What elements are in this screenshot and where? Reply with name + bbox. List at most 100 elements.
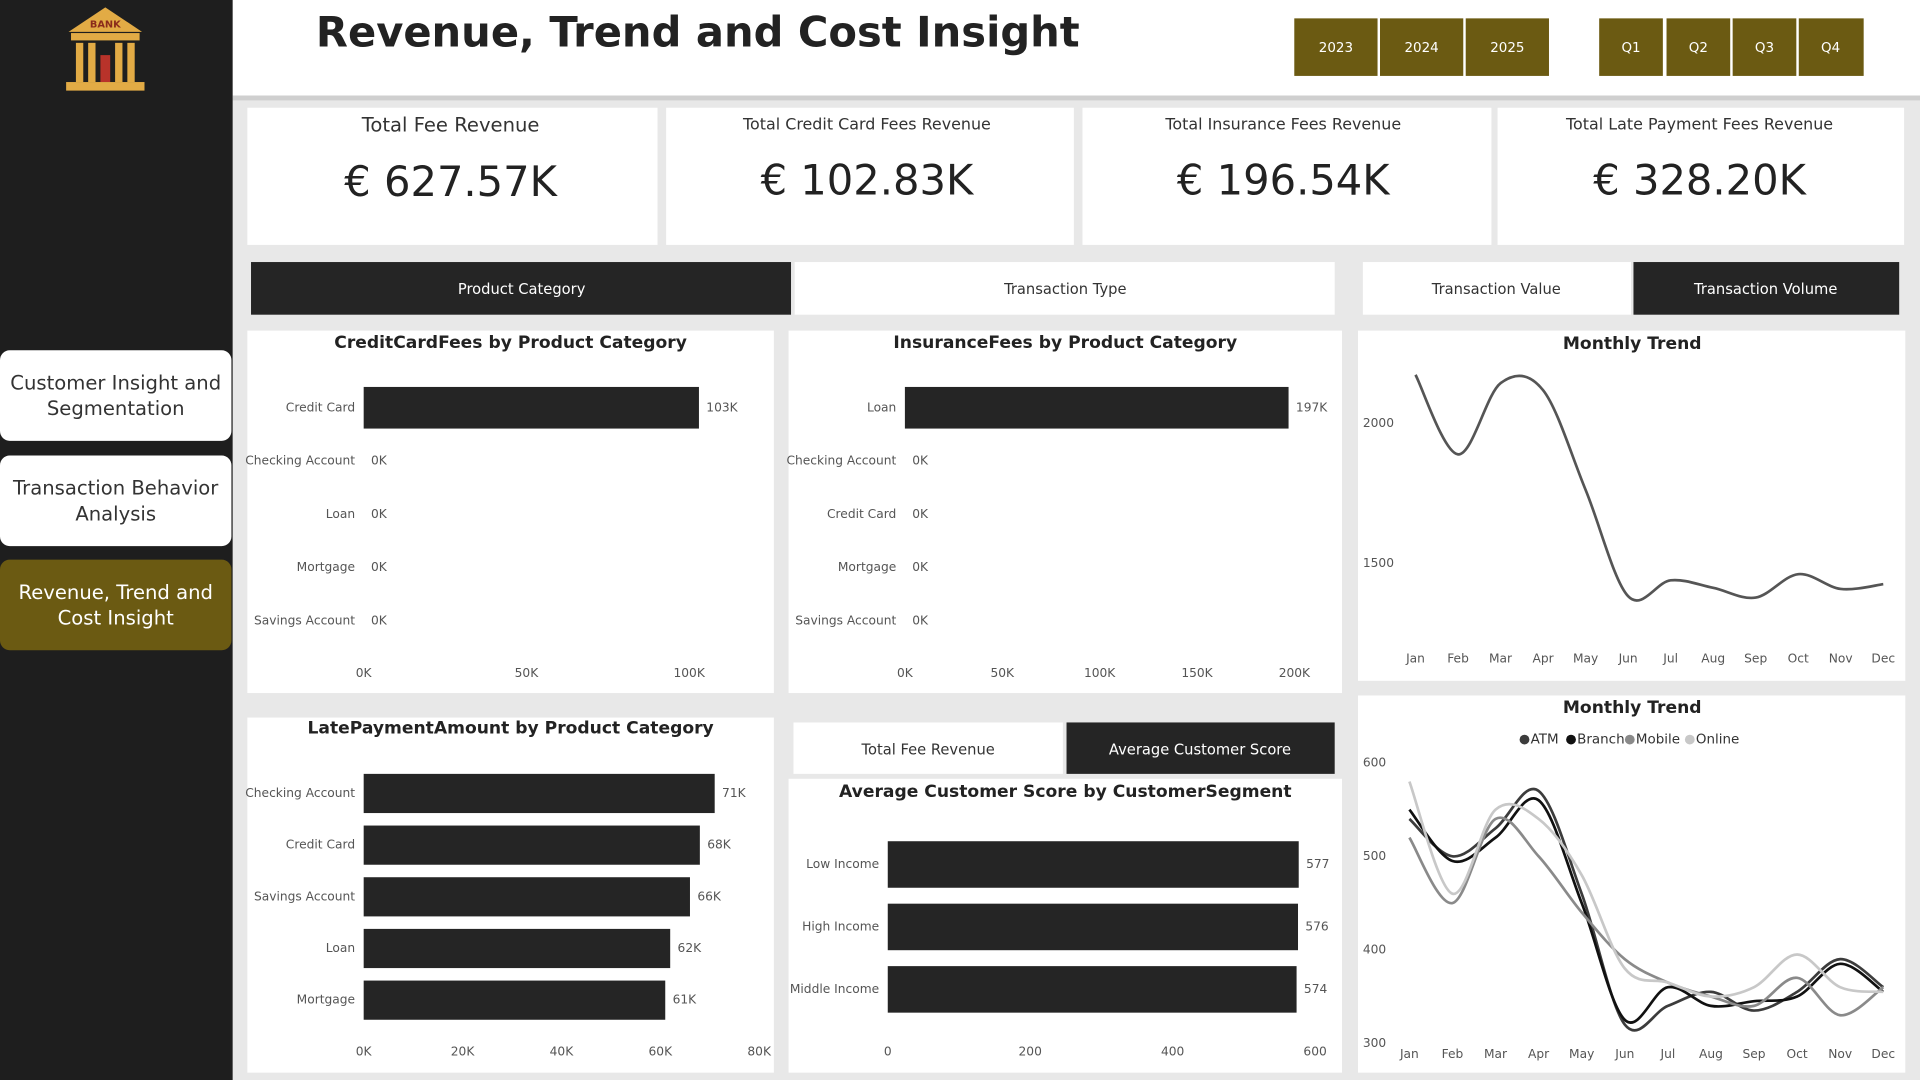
- bar: [887, 841, 1299, 888]
- nav-button-active[interactable]: [0, 559, 232, 651]
- chart-title: CreditCardFees by Product Category: [334, 333, 687, 353]
- year-button[interactable]: [1294, 18, 1378, 76]
- bar: [363, 773, 715, 814]
- x-tick-label: May: [1569, 1047, 1594, 1061]
- x-tick-label: Jul: [1662, 651, 1678, 665]
- data-label: 574: [1304, 982, 1328, 996]
- data-label: 103K: [706, 400, 738, 414]
- quarter-button[interactable]: [1666, 18, 1731, 76]
- kpi-value: € 102.83K: [761, 156, 975, 205]
- nav-label: Revenue, Trend and Cost Insight: [18, 580, 213, 630]
- bar: [904, 386, 1289, 429]
- x-tick-label: Apr: [1528, 1047, 1550, 1061]
- quarter-label: Q2: [1689, 41, 1708, 56]
- y-tick-label: 500: [1363, 849, 1386, 863]
- category-label: Loan: [326, 507, 355, 521]
- logo-column: [127, 42, 135, 83]
- kpi-value: € 196.54K: [1177, 156, 1391, 205]
- x-tick-label: Jul: [1659, 1047, 1675, 1061]
- tab-label: Transaction Value: [1431, 281, 1561, 298]
- x-tick-label: Feb: [1442, 1047, 1464, 1061]
- x-tick-label: Dec: [1871, 1047, 1895, 1061]
- x-tick-label: 150K: [1181, 666, 1213, 680]
- tab[interactable]: [794, 262, 1335, 315]
- category-label: Checking Account: [245, 454, 355, 468]
- navigation: Customer Insight and Segmentation Transa…: [0, 350, 232, 651]
- nav-label: Transaction Behavior Analysis: [13, 476, 219, 526]
- data-label: 576: [1305, 919, 1329, 933]
- legend-label: Mobile: [1636, 733, 1680, 748]
- year-button[interactable]: [1465, 18, 1549, 76]
- x-tick-label: Apr: [1532, 651, 1554, 665]
- tab-label: Transaction Volume: [1693, 281, 1837, 298]
- tab-active[interactable]: [1066, 722, 1335, 774]
- kpi-card: [1497, 107, 1905, 245]
- kpi-label: Total Credit Card Fees Revenue: [742, 114, 991, 133]
- x-tick-label: Nov: [1829, 651, 1853, 665]
- line-series: [1408, 816, 1885, 1017]
- category-label: Savings Account: [254, 613, 355, 627]
- data-label: 61K: [673, 993, 698, 1007]
- quarter-button[interactable]: [1732, 18, 1797, 76]
- category-label: Credit Card: [286, 400, 355, 414]
- legend-marker: [1519, 734, 1530, 745]
- x-tick-label: Oct: [1787, 1047, 1808, 1061]
- x-tick-label: 80K: [747, 1044, 772, 1058]
- quarter-slicer: Q1 Q2 Q3 Q4: [1599, 18, 1864, 76]
- legend-label: Online: [1696, 733, 1739, 748]
- logo-roof: [68, 7, 143, 32]
- tab[interactable]: [1362, 262, 1632, 315]
- nav-label: Customer Insight and Segmentation: [10, 371, 222, 420]
- nav-button[interactable]: [0, 455, 232, 547]
- chart-title: Monthly Trend: [1563, 698, 1702, 718]
- bar: [363, 877, 690, 917]
- category-label: Checking Account: [245, 786, 355, 800]
- chart-title: Average Customer Score by CustomerSegmen…: [839, 782, 1292, 802]
- legend-marker: [1624, 734, 1635, 745]
- x-tick-label: 0: [884, 1044, 892, 1058]
- line-series: [1408, 797, 1885, 1024]
- quarter-button[interactable]: [1599, 18, 1663, 76]
- bar: [363, 825, 700, 865]
- nav-button[interactable]: [0, 350, 232, 441]
- kpi-label: Total Fee Revenue: [361, 114, 540, 137]
- tab-label: Average Customer Score: [1109, 742, 1291, 759]
- year-label: 2024: [1405, 41, 1439, 56]
- tab-active[interactable]: [251, 262, 792, 315]
- legend-marker: [1566, 734, 1576, 745]
- kpi-cards: Total Fee Revenue Total Credit Card Fees…: [247, 107, 1905, 245]
- bar: [363, 980, 666, 1020]
- year-label: 2025: [1490, 41, 1524, 56]
- category-label: Savings Account: [254, 889, 355, 903]
- tab[interactable]: [793, 722, 1063, 774]
- x-tick-label: 400: [1161, 1044, 1184, 1058]
- data-label: 0K: [912, 454, 929, 468]
- chart-panel: [1357, 695, 1906, 1073]
- year-button[interactable]: [1380, 18, 1464, 76]
- y-tick-label: 400: [1363, 942, 1386, 956]
- x-tick-label: Aug: [1699, 1047, 1723, 1061]
- quarter-button[interactable]: [1798, 18, 1864, 76]
- x-tick-label: 0K: [356, 666, 373, 680]
- kpi-card: [1082, 107, 1492, 245]
- x-tick-label: Dec: [1871, 651, 1895, 665]
- x-tick-label: Jun: [1618, 651, 1638, 665]
- x-tick-label: 50K: [515, 666, 540, 680]
- x-tick-label: 60K: [649, 1044, 674, 1058]
- x-tick-label: 200: [1019, 1044, 1042, 1058]
- year-slicer: 2023 2024 2025: [1294, 18, 1549, 76]
- legend-marker: [1684, 734, 1695, 745]
- y-tick-label: 1500: [1363, 556, 1394, 570]
- data-label: 0K: [912, 560, 929, 574]
- category-label: Credit Card: [827, 507, 896, 521]
- charts: CreditCardFees by Product Category Credit…: [245, 333, 1895, 1061]
- tab-active[interactable]: [1633, 262, 1900, 315]
- data-label: 71K: [722, 786, 747, 800]
- kpi-value: € 627.57K: [344, 157, 558, 206]
- tab-label: Product Category: [458, 281, 586, 298]
- line-series: [1408, 781, 1884, 998]
- x-tick-label: Mar: [1489, 651, 1513, 665]
- bar: [887, 966, 1297, 1013]
- data-label: 62K: [678, 941, 703, 955]
